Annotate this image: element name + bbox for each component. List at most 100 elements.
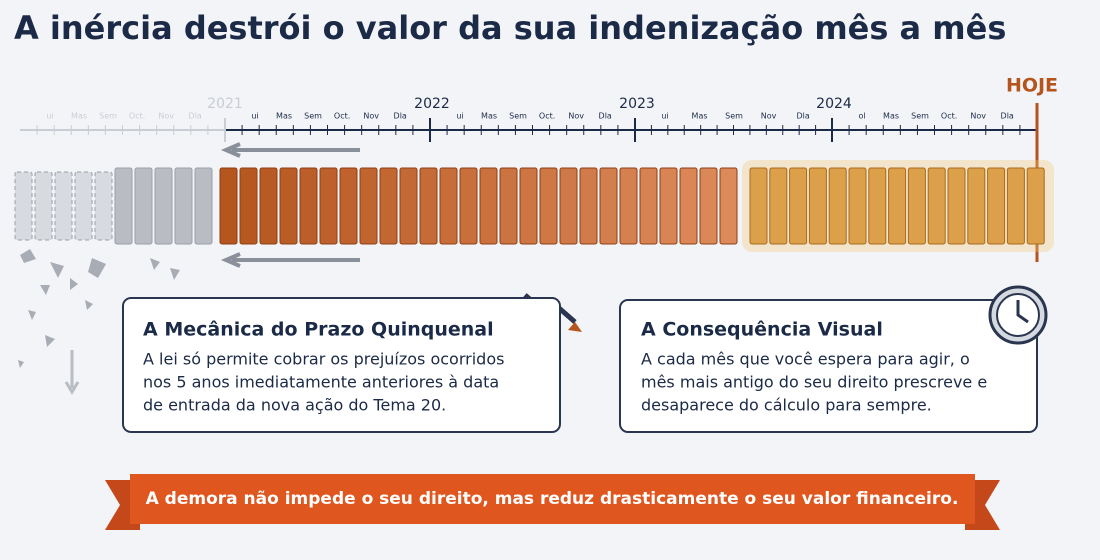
month-label: Sem: [304, 112, 322, 121]
banner: [130, 474, 975, 524]
month-label: Dla: [189, 112, 202, 121]
recent-block: [808, 167, 827, 245]
active-block: [599, 167, 618, 245]
month-label: Mas: [883, 112, 899, 121]
month-label: Dla: [394, 112, 407, 121]
active-block: [219, 167, 238, 245]
month-label: Sem: [99, 112, 117, 121]
active-block: [559, 167, 578, 245]
active-block: [279, 167, 298, 245]
recent-block: [769, 167, 788, 245]
recent-block: [967, 167, 986, 245]
month-label: Mas: [71, 112, 87, 121]
active-block: [579, 167, 598, 245]
expired-block: [114, 167, 133, 245]
active-block: [259, 167, 278, 245]
recent-block: [888, 167, 907, 245]
recent-block: [868, 167, 887, 245]
month-label: Dla: [797, 112, 810, 121]
arrow: [64, 350, 80, 395]
active-block: [679, 167, 698, 245]
active-block: [659, 167, 678, 245]
card-text: de entrada da nova ação do Tema 20.: [143, 396, 446, 415]
active-block: [299, 167, 318, 245]
month-label: ui: [661, 112, 668, 121]
recent-block: [848, 167, 867, 245]
active-block: [459, 167, 478, 245]
expired-block: [34, 171, 53, 241]
expired-block: [74, 171, 93, 241]
banner-text: A demora não impede o seu direito, mas r…: [146, 489, 959, 509]
month-label: ui: [251, 112, 258, 121]
active-block: [239, 167, 258, 245]
recent-block: [927, 167, 946, 245]
active-block: [379, 167, 398, 245]
card-text: nos 5 anos imediatamente anteriores à da…: [143, 373, 499, 392]
zigzag-head: [568, 322, 582, 332]
month-label: ui: [46, 112, 53, 121]
recent-block: [947, 167, 966, 245]
card-text: desaparece do cálculo para sempre.: [641, 396, 932, 415]
month-label: Oct.: [334, 112, 350, 121]
active-block: [399, 167, 418, 245]
clock-icon: [988, 285, 1048, 345]
active-block: [619, 167, 638, 245]
recent-block: [1026, 167, 1045, 245]
arrow: [220, 142, 360, 158]
active-block: [439, 167, 458, 245]
recent-block: [828, 167, 847, 245]
active-block: [499, 167, 518, 245]
month-label: Oct.: [941, 112, 957, 121]
card-text: mês mais antigo do seu direito prescreve…: [641, 373, 987, 392]
month-label: ol: [858, 112, 865, 121]
month-label: Oct.: [539, 112, 555, 121]
month-label: Oct.: [129, 112, 145, 121]
card-title: A Mecânica do Prazo Quinquenal: [143, 319, 494, 341]
year-label: 2022: [414, 96, 450, 112]
month-label: Sem: [911, 112, 929, 121]
card: [122, 297, 561, 433]
month-label: Nov: [761, 112, 777, 121]
active-block: [519, 167, 538, 245]
year-label: 2023: [619, 96, 655, 112]
expired-block: [14, 171, 33, 241]
expired-block: [94, 171, 113, 241]
month-label: Dla: [1001, 112, 1014, 121]
card: [619, 299, 1038, 433]
month-label: Mas: [692, 112, 708, 121]
active-block: [339, 167, 358, 245]
month-label: Mas: [276, 112, 292, 121]
expired-block: [194, 167, 213, 245]
debris: [18, 249, 180, 368]
cards: A Mecânica do Prazo Quinquenal A lei só p…: [143, 319, 987, 415]
recent-block: [907, 167, 926, 245]
active-block: [359, 167, 378, 245]
recent-block: [1006, 167, 1025, 245]
active-block: [719, 167, 738, 245]
card-text: A cada mês que você espera para agir, o: [641, 350, 970, 369]
recent-block: [749, 167, 768, 245]
active-block: [539, 167, 558, 245]
month-label: Nov: [970, 112, 986, 121]
month-label: Nov: [568, 112, 584, 121]
today-label: HOJE: [1006, 75, 1058, 97]
active-block: [479, 167, 498, 245]
card-title: A Consequência Visual: [641, 319, 883, 341]
card-text: A lei só permite cobrar os prejuízos oco…: [143, 350, 504, 369]
active-block: [699, 167, 718, 245]
active-block: [419, 167, 438, 245]
month-label: Sem: [725, 112, 743, 121]
year-label: 2024: [816, 96, 852, 112]
expired-block: [154, 167, 173, 245]
month-label: Nov: [363, 112, 379, 121]
year-label: 2021: [207, 96, 243, 112]
expired-block: [174, 167, 193, 245]
month-blocks: [14, 160, 1054, 252]
active-block: [319, 167, 338, 245]
active-block: [639, 167, 658, 245]
month-label: Sem: [509, 112, 527, 121]
month-label: Nov: [158, 112, 174, 121]
title: A inércia destrói o valor da sua indeniz…: [14, 9, 1006, 47]
